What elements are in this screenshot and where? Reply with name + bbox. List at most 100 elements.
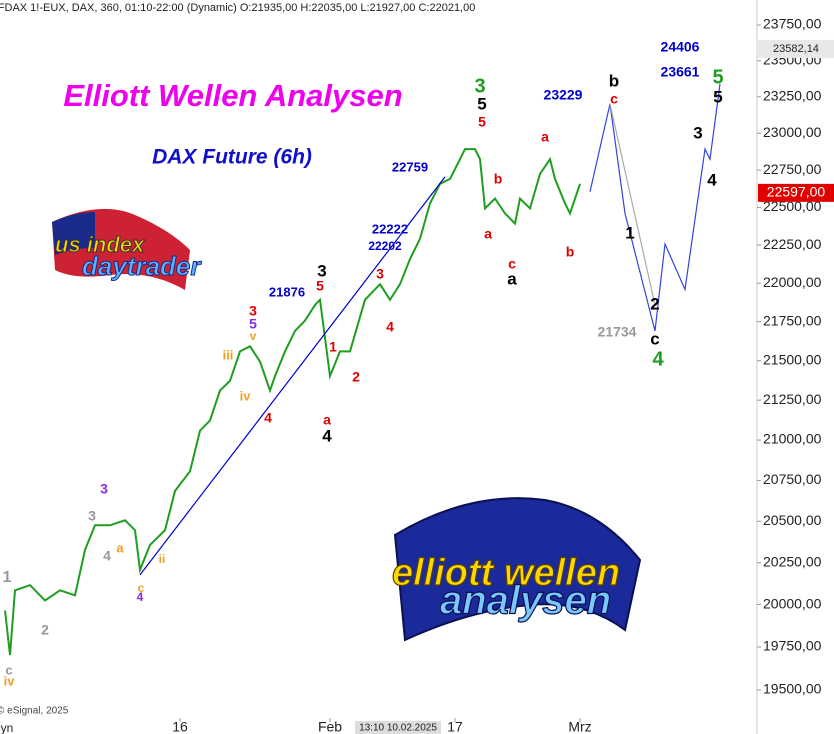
wave-label: 22222 — [372, 221, 408, 236]
wave-label: b — [609, 71, 619, 90]
wave-label: ii — [159, 552, 166, 566]
wave-label: 23229 — [544, 87, 583, 103]
wave-label: 4 — [322, 426, 332, 445]
wave-label: 4 — [707, 170, 717, 189]
y-tick-label: 23000,00 — [763, 124, 822, 140]
wave-label: 5 — [712, 66, 723, 88]
y-tick-label: 22000,00 — [763, 274, 822, 290]
wave-label: 23661 — [661, 64, 700, 80]
y-tick-label: 19500,00 — [763, 681, 822, 697]
wave-label: 5 — [477, 94, 486, 113]
wave-label: 5 — [316, 278, 324, 294]
wave-label: 4 — [137, 590, 144, 604]
axis-panel — [757, 0, 834, 734]
wave-label: a — [484, 226, 492, 242]
wave-label: 2 — [352, 369, 360, 385]
wave-label: v — [250, 329, 257, 343]
crosshair-date: 13:10 10.02.2025 — [359, 723, 437, 734]
y-tick-label: 21000,00 — [763, 431, 822, 447]
wave-label: 5 — [249, 316, 257, 332]
y-axis: 19500,00 19750,00 20000,00 20250,00 20500,00… — [757, 16, 834, 697]
wave-label: 5 — [478, 114, 486, 130]
flag-canton — [52, 212, 95, 255]
flag — [393, 497, 642, 642]
wave-label: c — [508, 256, 516, 272]
y-tick-label: 22750,00 — [763, 161, 822, 177]
wave-label: a — [541, 129, 549, 145]
y-tick-label: 22250,00 — [763, 236, 822, 252]
corner-label: Dyn — [0, 721, 13, 734]
series-line — [609, 103, 656, 306]
wave-label: b — [566, 244, 575, 260]
x-tick-label: Feb — [318, 719, 342, 734]
wave-label: a — [116, 540, 124, 555]
wave-label: b — [494, 171, 503, 187]
y-tick-label: 23750,00 — [763, 16, 822, 32]
crosshair-price-label: 23582,14 — [773, 43, 819, 55]
crosshair-price-box — [758, 39, 834, 58]
y-tick-label: 21250,00 — [763, 391, 822, 407]
series-line — [589, 83, 721, 332]
wave-label: 1 — [329, 339, 337, 355]
wave-label: iii — [223, 347, 234, 362]
wave-label: 3 — [249, 303, 257, 319]
chart-subtitle: DAX Future (6h) — [152, 146, 312, 169]
wave-label: 21734 — [598, 324, 637, 340]
crosshair-date-box — [355, 721, 441, 734]
x-tick-label: 17 — [447, 719, 463, 734]
wave-label: 4 — [103, 548, 111, 564]
logo-text: us index — [55, 232, 145, 257]
wave-label: a — [507, 269, 517, 288]
y-tick-label: 20000,00 — [763, 595, 822, 611]
x-tick-label: 16 — [172, 719, 188, 734]
y-tick-label: 21750,00 — [763, 312, 822, 328]
wave-label: 4 — [264, 410, 272, 426]
wave-label: 5 — [713, 87, 722, 106]
wave-label: a — [323, 412, 331, 428]
chart-title: Elliott Wellen Analysen — [63, 78, 402, 113]
wave-label: 3 — [474, 75, 485, 97]
wave-label: c — [650, 329, 659, 348]
logo-text: daytrader — [82, 251, 202, 281]
wave-label: c — [138, 581, 145, 595]
wave-label: 1 — [625, 223, 634, 242]
wave-label: 4 — [386, 319, 394, 335]
y-tick-label: 21500,00 — [763, 351, 822, 367]
y-tick-label: 22500,00 — [763, 198, 822, 214]
wave-label: iv — [240, 388, 252, 403]
x-tick-label: Mrz — [568, 719, 591, 734]
y-tick-label: 20750,00 — [763, 471, 822, 487]
wave-label: 3 — [693, 123, 702, 142]
series-line — [139, 176, 446, 576]
wave-label: c — [610, 91, 618, 107]
wave-label: 4 — [652, 348, 664, 370]
wave-label: 22759 — [392, 159, 428, 174]
last-price-box — [758, 183, 834, 202]
wave-label: 3 — [100, 481, 108, 497]
series-line — [4, 148, 581, 656]
wave-label: 24406 — [661, 39, 700, 55]
y-tick-label: 19750,00 — [763, 638, 822, 654]
header: %FDAX 1!-EUX, DAX, 360, 01:10-22:00 (Dyn… — [0, 2, 475, 14]
y-tick-label: 20500,00 — [763, 512, 822, 528]
y-tick-label: 23250,00 — [763, 87, 822, 103]
wave-label: 2 — [650, 294, 659, 313]
elliott-logo: elliott wellen analysen — [391, 497, 642, 642]
y-tick-label: 20250,00 — [763, 553, 822, 569]
wave-label: 3 — [376, 266, 384, 282]
us-index-logo: us index daytrader — [52, 208, 203, 290]
wave-label: c — [5, 662, 12, 677]
copyright: © eSignal, 2025 — [0, 706, 69, 717]
wave-label: 3 — [88, 508, 96, 524]
wave-label: 1 — [3, 569, 12, 586]
wave-label: iv — [4, 673, 16, 688]
last-price-label: 22597,00 — [767, 184, 826, 200]
logos: us index daytrader elliott wellen analys… — [52, 208, 642, 642]
logo-text: elliott wellen — [392, 552, 620, 594]
logo-text: analysen — [440, 579, 611, 623]
wave-label: 21876 — [269, 284, 305, 299]
wave-label: 2 — [41, 622, 49, 638]
wave-label: 22202 — [368, 239, 402, 253]
